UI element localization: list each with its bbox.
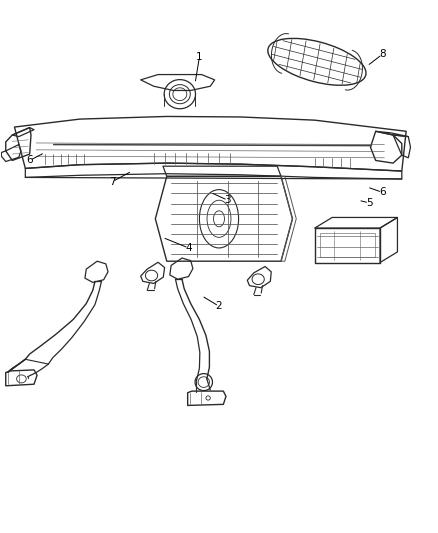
Text: 5: 5 [366, 198, 372, 208]
Text: 3: 3 [224, 195, 231, 205]
Text: 6: 6 [26, 156, 33, 165]
Text: 8: 8 [379, 50, 385, 59]
Text: 2: 2 [215, 301, 223, 311]
Text: 7: 7 [109, 176, 116, 187]
Text: 6: 6 [379, 187, 385, 197]
Text: 4: 4 [185, 243, 192, 253]
Text: 1: 1 [196, 52, 203, 62]
